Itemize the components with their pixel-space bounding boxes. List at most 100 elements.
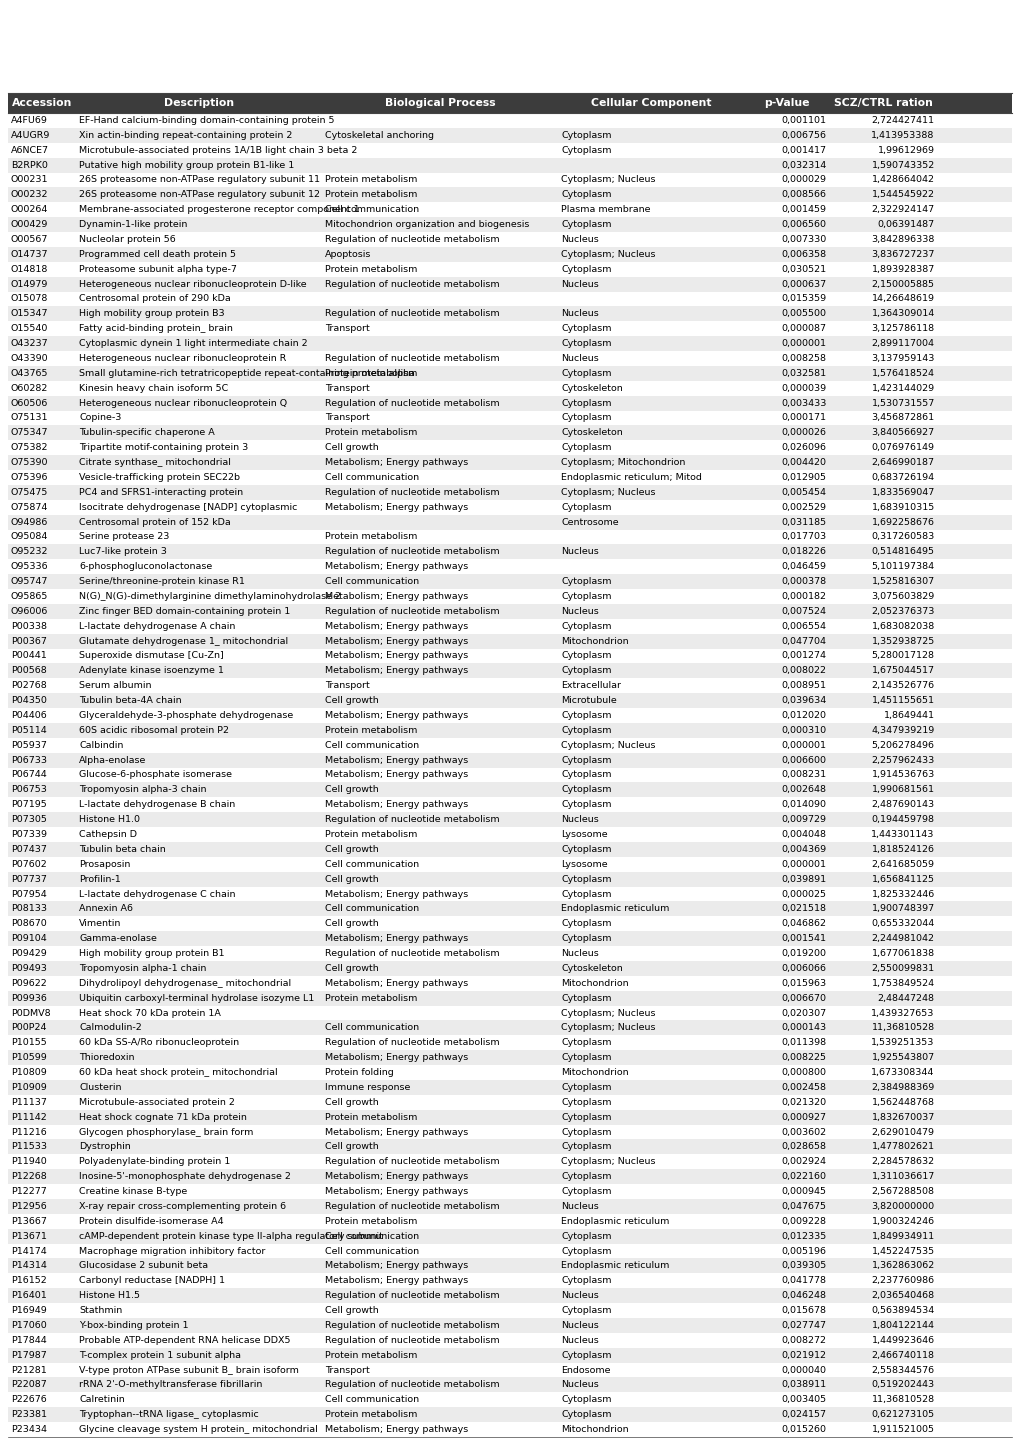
Text: Cell growth: Cell growth [325, 1142, 379, 1151]
Text: 1,413953388: 1,413953388 [870, 131, 933, 140]
Text: P10155: P10155 [11, 1038, 47, 1047]
Text: Protein metabolism: Protein metabolism [325, 1351, 417, 1360]
Text: O00264: O00264 [11, 205, 48, 215]
Text: 1,675044517: 1,675044517 [871, 666, 933, 675]
Bar [8, 529, 1011, 545]
Text: Tubulin beta-4A chain: Tubulin beta-4A chain [79, 696, 181, 705]
Text: Tryptophan--tRNA ligase_ cytoplasmic: Tryptophan--tRNA ligase_ cytoplasmic [79, 1410, 259, 1419]
Text: cAMP-dependent protein kinase type II-alpha regulatory subunit: cAMP-dependent protein kinase type II-al… [79, 1231, 383, 1240]
Text: Cytoplasm: Cytoplasm [560, 577, 611, 585]
Text: Glycine cleavage system H protein_ mitochondrial: Glycine cleavage system H protein_ mitoc… [79, 1425, 318, 1433]
Text: 2,322924147: 2,322924147 [870, 205, 933, 215]
Text: Proteasome subunit alpha type-7: Proteasome subunit alpha type-7 [79, 265, 236, 274]
Text: Cell growth: Cell growth [325, 786, 379, 795]
Text: 0,018226: 0,018226 [781, 548, 825, 557]
Text: Isocitrate dehydrogenase [NADP] cytoplasmic: Isocitrate dehydrogenase [NADP] cytoplas… [79, 503, 298, 512]
Bar [8, 411, 1011, 425]
Text: P22676: P22676 [11, 1396, 47, 1405]
Text: 0,012020: 0,012020 [781, 711, 825, 720]
Text: O15347: O15347 [11, 310, 49, 319]
Text: 1,818524126: 1,818524126 [871, 845, 933, 854]
Bar [8, 1214, 1011, 1229]
Text: Heat shock cognate 71 kDa protein: Heat shock cognate 71 kDa protein [79, 1113, 247, 1122]
Bar [8, 916, 1011, 932]
Text: P10909: P10909 [11, 1083, 47, 1092]
Text: Cell communication: Cell communication [325, 741, 419, 750]
Text: Regulation of nucleotide metabolism: Regulation of nucleotide metabolism [325, 1380, 499, 1390]
Text: Metabolism; Energy pathways: Metabolism; Energy pathways [325, 1276, 468, 1285]
Text: Cytoplasm: Cytoplasm [560, 1276, 611, 1285]
Text: PC4 and SFRS1-interacting protein: PC4 and SFRS1-interacting protein [79, 487, 244, 497]
Text: 0,046248: 0,046248 [781, 1291, 825, 1301]
Bar [8, 872, 1011, 887]
Text: Creatine kinase B-type: Creatine kinase B-type [79, 1187, 187, 1195]
Text: Lysosome: Lysosome [560, 859, 607, 868]
Text: Protein metabolism: Protein metabolism [325, 532, 417, 542]
Text: 2,558344576: 2,558344576 [870, 1366, 933, 1374]
Text: 1,311036617: 1,311036617 [870, 1172, 933, 1181]
Text: 0,000040: 0,000040 [781, 1366, 825, 1374]
Text: p-Value: p-Value [763, 98, 808, 108]
Text: Cytoplasm: Cytoplasm [560, 770, 611, 780]
Bar [8, 1021, 1011, 1035]
Text: 1,990681561: 1,990681561 [871, 786, 933, 795]
Text: 0,032581: 0,032581 [781, 369, 825, 378]
Bar [8, 1273, 1011, 1288]
Text: Protein metabolism: Protein metabolism [325, 369, 417, 378]
Text: Annexin A6: Annexin A6 [79, 904, 133, 913]
Text: 0,683726194: 0,683726194 [870, 473, 933, 482]
Bar [8, 1407, 1011, 1422]
Text: Carbonyl reductase [NADPH] 1: Carbonyl reductase [NADPH] 1 [79, 1276, 225, 1285]
Text: 1,832670037: 1,832670037 [870, 1113, 933, 1122]
Text: Protein folding: Protein folding [325, 1069, 393, 1077]
Text: O60282: O60282 [11, 384, 48, 392]
Text: Cytoplasm: Cytoplasm [560, 800, 611, 809]
Text: P00441: P00441 [11, 652, 47, 660]
Text: Cytoplasm: Cytoplasm [560, 1113, 611, 1122]
Text: 0,000800: 0,000800 [781, 1069, 825, 1077]
Text: 1,925543807: 1,925543807 [870, 1053, 933, 1063]
Text: Luc7-like protein 3: Luc7-like protein 3 [79, 548, 167, 557]
Text: Cytoplasm: Cytoplasm [560, 652, 611, 660]
Text: 0,039305: 0,039305 [781, 1262, 825, 1270]
Text: 1,8649441: 1,8649441 [882, 711, 933, 720]
Text: Metabolism; Energy pathways: Metabolism; Energy pathways [325, 711, 468, 720]
Text: 0,000001: 0,000001 [781, 859, 825, 868]
Text: Metabolism; Energy pathways: Metabolism; Energy pathways [325, 562, 468, 571]
Text: Regulation of nucleotide metabolism: Regulation of nucleotide metabolism [325, 1203, 499, 1211]
Bar [8, 202, 1011, 218]
Text: P17987: P17987 [11, 1351, 47, 1360]
Text: P00568: P00568 [11, 666, 47, 675]
Text: Cytoplasm; Nucleus: Cytoplasm; Nucleus [560, 176, 655, 185]
Text: P21281: P21281 [11, 1366, 47, 1374]
Text: P07954: P07954 [11, 890, 47, 898]
Text: 1,576418524: 1,576418524 [871, 369, 933, 378]
Text: 1,362863062: 1,362863062 [870, 1262, 933, 1270]
Text: Protein metabolism: Protein metabolism [325, 265, 417, 274]
Text: P12277: P12277 [11, 1187, 47, 1195]
Text: 1,804122144: 1,804122144 [871, 1321, 933, 1330]
Text: Cytoskeleton: Cytoskeleton [560, 963, 623, 973]
Bar [8, 262, 1011, 277]
Text: 2,466740118: 2,466740118 [871, 1351, 933, 1360]
Text: 1,677061838: 1,677061838 [870, 949, 933, 957]
Text: 2,641685059: 2,641685059 [871, 859, 933, 868]
Bar [8, 812, 1011, 828]
Text: 0,006554: 0,006554 [781, 622, 825, 630]
Bar [8, 649, 1011, 663]
Text: 1,477802621: 1,477802621 [871, 1142, 933, 1151]
Text: Metabolism; Energy pathways: Metabolism; Energy pathways [325, 756, 468, 764]
Text: P10599: P10599 [11, 1053, 47, 1063]
Text: Nucleus: Nucleus [560, 607, 598, 616]
Text: Glucose-6-phosphate isomerase: Glucose-6-phosphate isomerase [79, 770, 232, 780]
Bar [8, 604, 1011, 619]
Text: P23434: P23434 [11, 1425, 47, 1433]
Text: Alpha-enolase: Alpha-enolase [79, 756, 147, 764]
Text: 0,039634: 0,039634 [781, 696, 825, 705]
Text: 0,004369: 0,004369 [781, 845, 825, 854]
Text: 0,006066: 0,006066 [781, 963, 825, 973]
Bar [8, 1332, 1011, 1348]
Text: Extracellular: Extracellular [560, 681, 621, 691]
Text: Nucleus: Nucleus [560, 1321, 598, 1330]
Bar [8, 901, 1011, 916]
